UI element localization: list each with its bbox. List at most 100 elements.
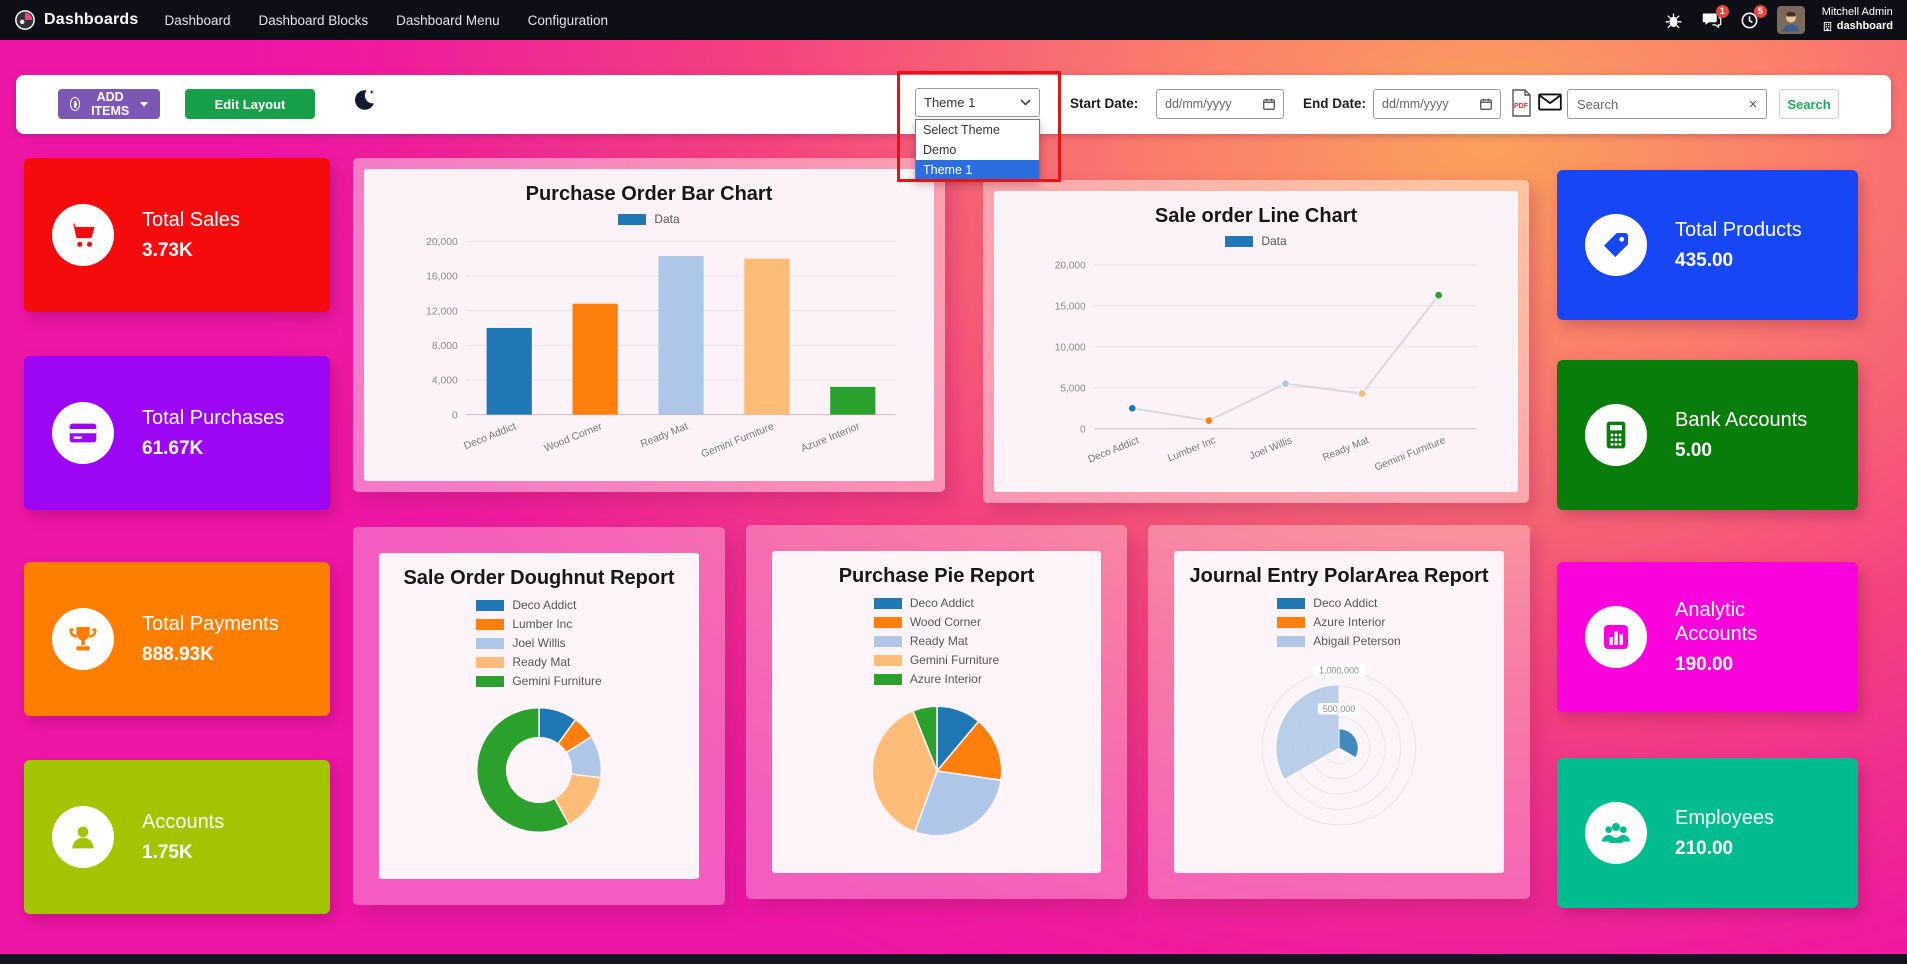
- legend-item: Abigail Peterson: [1277, 634, 1401, 648]
- legend-item: Data: [1225, 234, 1287, 248]
- debug-bug-icon[interactable]: [1663, 10, 1684, 31]
- chart-legend: Deco Addict Lumber Inc Joel Willis Ready Ma…: [476, 598, 602, 688]
- theme-select[interactable]: Theme 1: [915, 88, 1040, 117]
- chart-legend: Deco Addict Wood Corner Ready Mat Gemini Fu…: [873, 596, 999, 686]
- svg-text:Deco Addict: Deco Addict: [1087, 435, 1141, 465]
- svg-text:Lumber Inc: Lumber Inc: [1166, 435, 1217, 464]
- user-name: Mitchell Admin: [1821, 6, 1893, 19]
- legend-label: Ready Mat: [512, 655, 571, 669]
- svg-text:0: 0: [452, 410, 458, 421]
- topbar: Dashboards Dashboard Dashboard Blocks Da…: [0, 0, 1907, 40]
- send-mail-button[interactable]: [1537, 89, 1563, 117]
- legend-item: Deco Addict: [476, 598, 576, 612]
- svg-text:Deco Addict: Deco Addict: [462, 421, 517, 452]
- activities-clock-icon[interactable]: 5: [1739, 4, 1767, 31]
- legend-item: Wood Corner: [873, 615, 981, 629]
- user-avatar[interactable]: [1776, 6, 1805, 34]
- legend-swatch: [1277, 616, 1306, 628]
- edit-layout-button[interactable]: Edit Layout: [185, 89, 315, 119]
- svg-text:15,000: 15,000: [1055, 302, 1086, 313]
- svg-text:500,000: 500,000: [1323, 704, 1355, 714]
- kpi-value: 888.93K: [142, 644, 214, 666]
- start-date-input[interactable]: [1156, 89, 1284, 119]
- topbar-right: 1 5 Mitchell Admin: [1663, 4, 1893, 34]
- kpi-value: 61.67K: [142, 438, 204, 460]
- company-name: dashboard: [1836, 20, 1893, 32]
- kpi-accounts[interactable]: Accounts 1.75K: [24, 760, 330, 914]
- purchase-pie-card: Purchase Pie Report Deco Addict Wood Corn…: [746, 525, 1127, 899]
- kpi-value: 5.00: [1675, 440, 1712, 462]
- search-clear-icon[interactable]: ×: [1742, 92, 1764, 116]
- menu-dashboard-menu[interactable]: Dashboard Menu: [396, 12, 500, 28]
- users-icon: [1585, 802, 1647, 864]
- chart-title: Sale order Line Chart: [1154, 205, 1358, 227]
- end-date-input[interactable]: [1373, 89, 1501, 119]
- svg-text:10,000: 10,000: [1055, 343, 1086, 354]
- svg-text:Azure Interior: Azure Interior: [800, 421, 862, 455]
- plus-circle-icon: [70, 97, 81, 111]
- legend-swatch: [476, 599, 505, 611]
- kpi-bank-accounts[interactable]: Bank Accounts 5.00: [1557, 360, 1858, 510]
- search-button[interactable]: Search: [1779, 89, 1839, 119]
- kpi-label: Analytic Accounts: [1675, 598, 1758, 645]
- app-brand[interactable]: Dashboards: [14, 9, 138, 31]
- theme-option-select-theme[interactable]: Select Theme: [923, 123, 1000, 137]
- legend-swatch: [476, 675, 505, 687]
- theme-select-wrap: Theme 1 Select Theme Demo Theme 1: [915, 88, 1040, 181]
- chart-title: Sale Order Doughnut Report: [403, 567, 675, 589]
- sale-order-line-chart: 0 5,000 10,000 15,000 20,000 Deco Addict Lumbe…: [1055, 261, 1477, 474]
- kpi-value: 3.73K: [142, 240, 193, 262]
- legend-swatch: [1277, 635, 1306, 647]
- svg-text:20,000: 20,000: [1055, 261, 1086, 272]
- purchase-order-bar-chart: 0 4,000 8,000 12,000 16,000 20,000 Deco Addict…: [426, 237, 896, 460]
- legend-label: Deco Addict: [512, 598, 577, 612]
- edit-layout-label: Edit Layout: [214, 96, 286, 112]
- svg-text:PDF: PDF: [1514, 103, 1529, 110]
- messages-icon[interactable]: 1: [1701, 4, 1729, 31]
- export-pdf-button[interactable]: PDF: [1508, 89, 1534, 117]
- app-title: Dashboards: [44, 11, 139, 28]
- legend-label: Data: [654, 212, 680, 226]
- legend-swatch: [873, 635, 902, 647]
- search-input[interactable]: [1567, 89, 1767, 119]
- svg-text:Gemini Furniture: Gemini Furniture: [700, 421, 776, 460]
- theme-option-theme-1[interactable]: Theme 1: [916, 160, 1039, 180]
- tag-icon: [1585, 214, 1647, 276]
- bar-chart-icon: [1585, 606, 1647, 668]
- legend-label: Deco Addict: [909, 596, 974, 610]
- svg-text:12,000: 12,000: [426, 306, 458, 317]
- kpi-total-sales[interactable]: Total Sales 3.73K: [24, 158, 330, 312]
- dark-mode-toggle[interactable]: [350, 86, 378, 116]
- legend-label: Gemini Furniture: [512, 674, 602, 688]
- svg-text:Ready Mat: Ready Mat: [639, 421, 690, 450]
- svg-text:20,000: 20,000: [426, 237, 458, 248]
- calculator-icon: [1585, 404, 1647, 466]
- menu-dashboard-blocks[interactable]: Dashboard Blocks: [258, 12, 369, 28]
- svg-text:16,000: 16,000: [426, 272, 458, 283]
- theme-option-demo[interactable]: Demo: [923, 143, 957, 157]
- kpi-total-payments[interactable]: Total Payments 888.93K: [24, 562, 330, 716]
- bottom-strip: [0, 954, 1907, 964]
- kpi-analytic-accounts[interactable]: Analytic Accounts 190.00: [1557, 562, 1858, 712]
- legend-label: Data: [1261, 234, 1287, 248]
- building-icon: [1823, 22, 1831, 32]
- user-block[interactable]: Mitchell Admin dashboard: [1822, 6, 1893, 34]
- top-menu: Dashboard Dashboard Blocks Dashboard Men…: [164, 13, 608, 28]
- legend-label: Deco Addict: [1313, 596, 1378, 610]
- kpi-total-purchases[interactable]: Total Purchases 61.67K: [24, 356, 330, 510]
- menu-configuration[interactable]: Configuration: [527, 12, 608, 28]
- add-items-button[interactable]: ADD ITEMS: [58, 89, 160, 119]
- pdf-icon: PDF: [1512, 89, 1531, 117]
- legend-item: Gemini Furniture: [476, 674, 602, 688]
- kpi-employees[interactable]: Employees 210.00: [1557, 758, 1858, 908]
- legend-swatch: [873, 654, 902, 666]
- journal-entry-polararea-chart: 500,000 1,000,000: [1261, 664, 1417, 826]
- legend-item: Deco Addict: [873, 596, 974, 610]
- svg-text:1,000,000: 1,000,000: [1319, 666, 1359, 676]
- legend-label: Joel Willis: [512, 636, 566, 650]
- chart-title: Purchase Pie Report: [838, 565, 1035, 587]
- legend-swatch: [476, 618, 505, 630]
- kpi-total-products[interactable]: Total Products 435.00: [1557, 170, 1858, 320]
- menu-dashboard[interactable]: Dashboard: [164, 12, 231, 28]
